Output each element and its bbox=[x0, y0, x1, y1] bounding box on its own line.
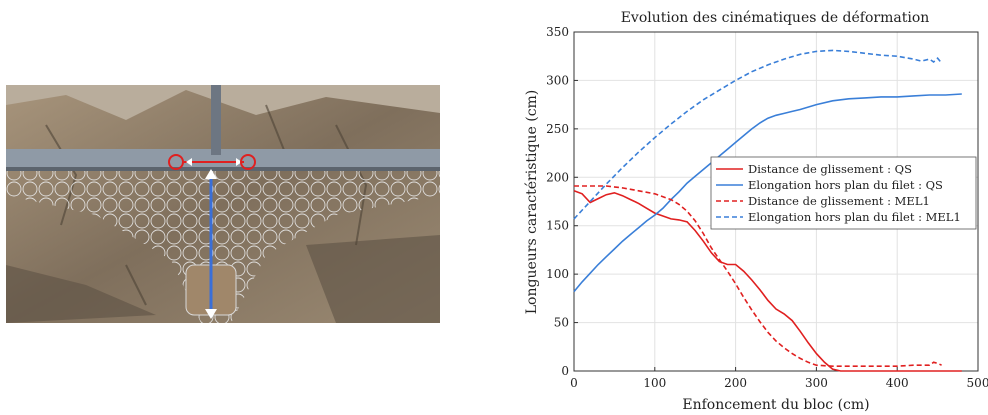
red-marker-left bbox=[168, 154, 184, 170]
y-tick-label: 350 bbox=[546, 25, 569, 39]
x-tick-label: 400 bbox=[886, 376, 909, 390]
rock-texture bbox=[6, 85, 440, 120]
red-arrow-head-left bbox=[186, 158, 192, 166]
y-tick-label: 0 bbox=[561, 364, 569, 378]
y-tick-label: 150 bbox=[546, 219, 569, 233]
chart-title: Evolution des cinématiques de déformatio… bbox=[621, 10, 930, 26]
series-line-0 bbox=[573, 190, 962, 372]
y-tick-label: 100 bbox=[546, 267, 569, 281]
series-lines bbox=[573, 49, 962, 372]
legend-box bbox=[710, 156, 977, 230]
x-tick-label: 300 bbox=[805, 376, 828, 390]
legend-label: Elongation hors plan du filet : QS bbox=[748, 178, 943, 192]
legend-label: Distance de glissement : MEL1 bbox=[748, 194, 930, 208]
y-tick-label: 50 bbox=[554, 316, 569, 330]
series-line-3 bbox=[573, 49, 943, 220]
y-tick-label: 250 bbox=[546, 122, 569, 136]
blue-arrow-head-bottom bbox=[205, 309, 217, 319]
red-arrow-head-right bbox=[236, 158, 242, 166]
series-line-1 bbox=[573, 93, 962, 293]
blue-arrow-head-top bbox=[205, 169, 217, 179]
net-photo bbox=[6, 85, 440, 323]
y-tick-label: 300 bbox=[546, 73, 569, 87]
y-tick-label: 200 bbox=[546, 170, 569, 184]
x-axis-title: Enfoncement du bloc (cm) bbox=[682, 397, 869, 413]
x-tick-label: 100 bbox=[643, 376, 666, 390]
y-axis-title: Longueurs caractéristique (cm) bbox=[524, 90, 540, 315]
vertical-post bbox=[211, 85, 221, 155]
legend-label: Distance de glissement : QS bbox=[748, 162, 912, 176]
x-tick-label: 500 bbox=[967, 376, 988, 390]
series-line-2 bbox=[574, 185, 942, 367]
chart: Evolution des cinématiques de déformatio… bbox=[524, 10, 988, 413]
legend: Distance de glissement : QS Elongation ho… bbox=[710, 156, 977, 230]
legend-label: Elongation hors plan du filet : MEL1 bbox=[748, 210, 961, 224]
x-tick-label: 0 bbox=[570, 376, 578, 390]
plot-frame bbox=[573, 31, 979, 372]
beam-shadow bbox=[6, 167, 440, 171]
ticks: 0 100 200 300 400 500 0 50 100 150 200 250 300 350 bbox=[546, 25, 988, 390]
rock-shadow bbox=[6, 235, 440, 323]
red-marker-right bbox=[240, 154, 256, 170]
steel-beam bbox=[6, 149, 440, 169]
net-shape bbox=[6, 171, 440, 323]
x-tick-label: 200 bbox=[724, 376, 747, 390]
